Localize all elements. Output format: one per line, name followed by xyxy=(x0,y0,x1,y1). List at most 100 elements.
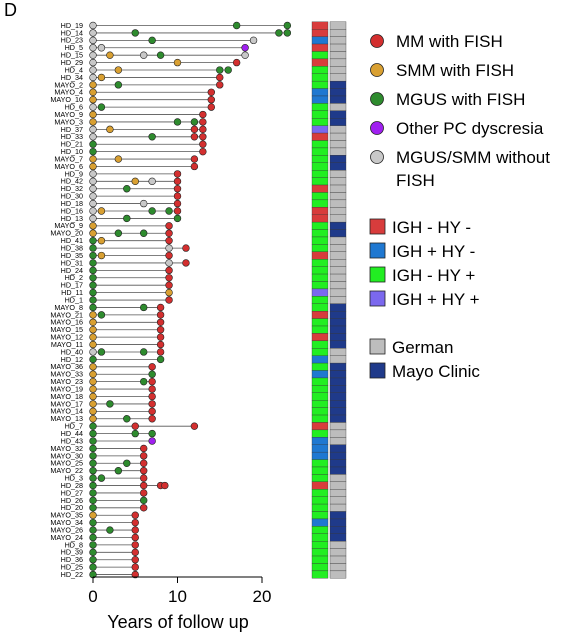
cohort-cell xyxy=(329,21,347,30)
patient-id-label: HD_24 xyxy=(61,266,83,275)
event-marker xyxy=(148,370,156,378)
event-marker xyxy=(173,58,182,67)
event-marker xyxy=(165,274,173,282)
cytogenetics-cell xyxy=(311,503,329,512)
event-marker xyxy=(165,236,173,245)
event-marker xyxy=(131,511,139,519)
patient-id-label: HD_42 xyxy=(61,177,83,186)
event-marker xyxy=(148,400,156,408)
cohort-cell xyxy=(329,288,347,297)
event-marker xyxy=(131,533,139,542)
cohort-cell xyxy=(329,199,347,208)
cohort-cell xyxy=(329,555,347,564)
event-marker xyxy=(190,118,199,126)
cohort-cell xyxy=(329,259,347,267)
patient-id-label: HD_21 xyxy=(61,140,83,149)
cohort-cell xyxy=(329,244,347,252)
cytogenetics-cell xyxy=(311,400,329,408)
patient-id-label: HD_22 xyxy=(61,570,83,579)
cytogenetics-cell xyxy=(311,355,329,364)
event-marker xyxy=(140,199,148,208)
event-marker xyxy=(165,266,173,275)
event-marker xyxy=(114,467,123,475)
event-marker xyxy=(89,511,97,519)
cytogenetics-cell xyxy=(311,73,329,82)
patient-id-label: MAYO_3 xyxy=(54,117,83,126)
patient-id-label: MAYO_9 xyxy=(54,110,83,119)
cohort-cell xyxy=(329,155,347,163)
event-marker xyxy=(131,563,139,571)
cytogenetics-cell xyxy=(311,348,329,356)
patient-id-label: MAYO_35 xyxy=(50,511,83,520)
cytogenetics-cell xyxy=(311,296,329,304)
patient-id-label: MAYO_6 xyxy=(54,162,83,171)
cohort-cell xyxy=(329,51,347,60)
event-marker xyxy=(97,251,106,260)
cohort-cell xyxy=(329,444,347,453)
event-marker xyxy=(89,118,97,126)
cytogenetics-cell xyxy=(311,481,329,490)
event-marker xyxy=(114,81,123,89)
cohort-cell xyxy=(329,325,347,334)
cytogenetics-cell xyxy=(311,429,329,438)
event-marker xyxy=(140,481,148,490)
patient-id-label: HD_2 xyxy=(65,273,83,282)
event-marker xyxy=(89,489,97,497)
event-marker xyxy=(148,415,156,423)
event-marker xyxy=(89,133,97,141)
patient-id-label: MAYO_17 xyxy=(50,399,83,408)
event-marker xyxy=(89,214,97,223)
cohort-cell xyxy=(329,184,347,193)
cohort-cell xyxy=(329,162,347,171)
event-marker xyxy=(140,452,148,460)
event-marker xyxy=(89,370,97,378)
event-marker xyxy=(148,207,156,215)
event-marker xyxy=(89,147,97,156)
event-marker xyxy=(97,474,106,482)
legend-status-marker xyxy=(370,92,384,106)
event-marker xyxy=(89,140,97,148)
cytogenetics-cell xyxy=(311,437,329,445)
patient-id-label: MAYO_10 xyxy=(50,95,83,104)
cytogenetics-cell xyxy=(311,184,329,193)
cytogenetics-cell xyxy=(311,266,329,275)
patient-id-label: HD_32 xyxy=(61,184,83,193)
cytogenetics-cell xyxy=(311,88,329,97)
event-marker xyxy=(140,459,148,467)
event-marker xyxy=(156,333,165,341)
cohort-cell xyxy=(329,118,347,126)
cytogenetics-cell xyxy=(311,118,329,126)
event-marker xyxy=(173,192,182,200)
event-marker xyxy=(216,81,224,89)
cytogenetics-cell xyxy=(311,444,329,453)
cytogenetics-cell xyxy=(311,459,329,468)
legend-cyto-swatch xyxy=(369,242,386,259)
x-axis: 0 10 20 xyxy=(88,576,271,606)
event-marker xyxy=(114,155,123,163)
event-marker xyxy=(148,36,156,45)
event-marker xyxy=(89,229,97,237)
patient-id-label: HD_25 xyxy=(61,563,83,572)
event-marker xyxy=(173,185,182,193)
event-marker xyxy=(89,422,97,430)
event-marker xyxy=(140,467,148,475)
cohort-cell xyxy=(329,533,347,542)
event-marker xyxy=(165,222,173,230)
event-marker xyxy=(131,548,139,557)
event-marker xyxy=(89,333,97,341)
cohort-cell xyxy=(329,177,347,186)
cytogenetics-cell xyxy=(311,58,329,67)
cohort-cell xyxy=(329,88,347,97)
event-marker xyxy=(89,392,97,401)
patient-id-label: HD_35 xyxy=(61,251,83,260)
event-marker xyxy=(131,422,139,430)
patient-id-label: HD_43 xyxy=(61,436,83,445)
cytogenetics-cell xyxy=(311,518,329,527)
event-marker xyxy=(114,66,123,74)
patient-id-label: HD_11 xyxy=(61,288,83,297)
event-marker xyxy=(89,326,97,334)
cohort-cell xyxy=(329,400,347,408)
event-marker xyxy=(131,556,139,564)
patient-id-label: MAYO_7 xyxy=(54,154,83,163)
